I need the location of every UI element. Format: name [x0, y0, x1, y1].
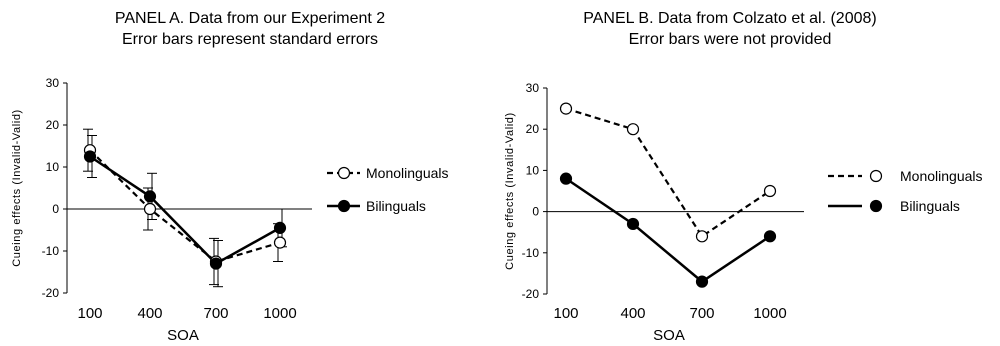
panel-a-legend-monolinguals-label: Monolinguals: [366, 165, 449, 181]
panel-a-y-tick-label: 10: [46, 160, 60, 174]
panel-b-point-bilinguals: [763, 230, 777, 243]
panel-a-x-tick-label: 400: [137, 305, 162, 322]
panel-b-point-monolinguals: [626, 123, 640, 136]
panel-a-series-bilinguals-line: [89, 155, 281, 266]
panel-a-y-axis-label: Cueing effects (Invalid-Valid): [11, 109, 23, 267]
panel-a-subtitle: Error bars represent standard errors: [121, 31, 379, 48]
panel-b-point-bilinguals: [626, 217, 640, 231]
panel-b-title-block: PANEL B. Data from Colzato et al. (2008)…: [500, 8, 960, 50]
panel-a-title-block: PANEL A. Data from our Experiment 2 Erro…: [20, 8, 480, 50]
panel-a-series-monolinguals-line: [89, 149, 281, 263]
panel-a-y-tick-label: 0: [52, 202, 59, 216]
panel-b-legend-monolinguals-marker: [869, 169, 883, 183]
panel-b-point-monolinguals: [559, 102, 573, 115]
panel-a-point-bilinguals: [209, 257, 223, 270]
panel-a-x-axis-label: SOA: [167, 327, 199, 344]
panel-b-point-monolinguals: [695, 230, 709, 243]
panel-b-y-tick-label: 30: [526, 81, 540, 95]
panel-b-legend-monolinguals-label: Monolinguals: [900, 168, 983, 184]
panel-a-point-monolinguals: [273, 236, 287, 249]
panel-b-title: PANEL B. Data from Colzato et al. (2008): [583, 10, 877, 27]
panel-b-x-tick-label: 100: [553, 305, 578, 322]
panel-b-legend-bilinguals-label: Bilinguals: [900, 198, 960, 214]
panel-b-x-axis-label: SOA: [653, 327, 685, 344]
panel-b-x-tick-label: 700: [689, 305, 714, 322]
panel-b-y-tick-label: 10: [526, 163, 540, 177]
panel-a-x-tick-label: 700: [203, 305, 228, 322]
panel-a-y-tick-label: -10: [42, 244, 60, 258]
panel-a-legend-bilinguals-marker: [337, 199, 351, 213]
panel-b-subtitle: Error bars were not provided: [628, 31, 832, 48]
panel-a-legend-bilinguals-label: Bilinguals: [366, 198, 426, 214]
panel-b-y-tick-label: -10: [522, 246, 540, 260]
panel-a-point-monolinguals: [143, 202, 157, 216]
panel-b-point-bilinguals: [695, 275, 709, 288]
panel-b-series-monolinguals-line: [565, 107, 771, 238]
panel-b-legend-bilinguals-marker: [869, 199, 883, 213]
panel-b-x-tick-label: 1000: [753, 305, 786, 322]
panel-a-point-bilinguals: [83, 150, 97, 163]
panel-a-point-bilinguals: [143, 190, 157, 203]
panel-a-x-tick-label: 1000: [263, 305, 296, 322]
panel-a-y-tick-label: 30: [46, 76, 60, 90]
panel-a-x-tick-label: 100: [77, 305, 102, 322]
panel-b-x-tick-label: 400: [620, 305, 645, 322]
panel-a-y-tick-label: 20: [46, 118, 60, 132]
panel-b-point-bilinguals: [559, 172, 573, 185]
panel-b-series-bilinguals-line: [565, 177, 771, 284]
panel-a-point-bilinguals: [273, 221, 287, 234]
panel-a-title: PANEL A. Data from our Experiment 2: [114, 10, 386, 27]
panel-b-y-tick-label: 0: [532, 205, 539, 219]
panel-a-legend-monolinguals-marker: [337, 166, 351, 180]
panel-a-y-tick-label: -20: [42, 286, 60, 300]
panel-b-y-tick-label: 20: [526, 122, 540, 136]
panel-b-y-axis-label: Cueing effects (Invalid-Valid): [504, 112, 516, 270]
panel-b-y-tick-label: -20: [522, 287, 540, 301]
panel-b-point-monolinguals: [763, 184, 777, 198]
